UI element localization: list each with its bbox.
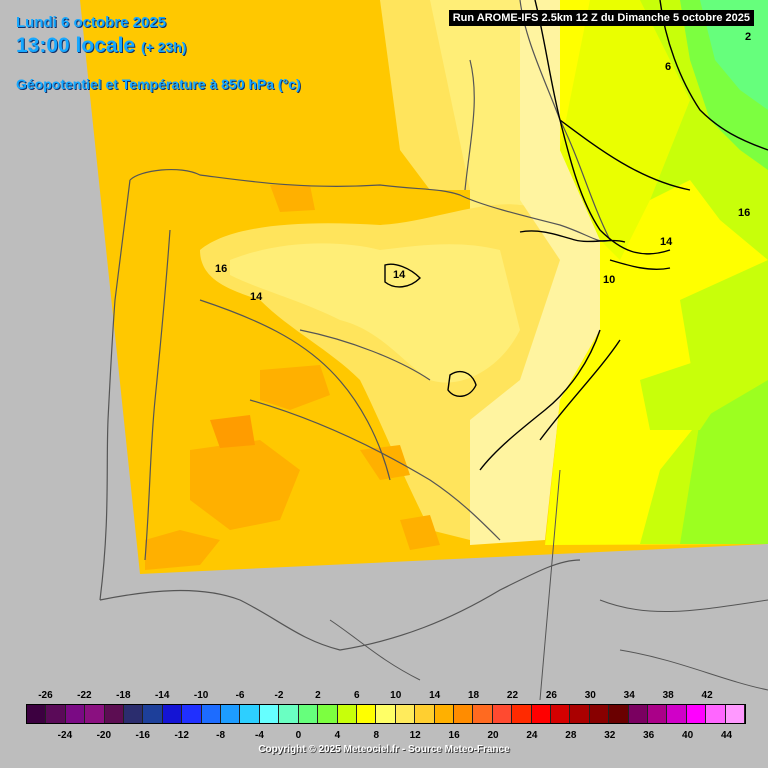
legend-tick: 6: [354, 690, 360, 701]
scale-cell: [667, 705, 687, 723]
legend-tick: 8: [373, 730, 380, 741]
scale-cell: [318, 705, 338, 723]
legend-tick: 0: [295, 730, 302, 741]
forecast-date: Lundi 6 octobre 2025: [16, 14, 167, 31]
contour-label: 14: [393, 269, 406, 281]
scale-cell: [104, 705, 125, 723]
scale-cell: [376, 705, 396, 723]
legend-tick: -12: [174, 730, 189, 741]
contour-label: 10: [603, 274, 615, 286]
forecast-time: 13:00 locale (+ 23h): [16, 34, 186, 58]
scale-cell: [356, 705, 377, 723]
scale-cell: [550, 705, 571, 723]
scale-cell: [162, 705, 183, 723]
scale-cell: [221, 705, 241, 723]
legend-tick: 24: [526, 730, 538, 741]
legend-tick: 32: [604, 730, 616, 741]
legend-tick: 38: [662, 690, 674, 701]
scale-cell: [453, 705, 474, 723]
legend-tick: 14: [429, 690, 441, 701]
scale-cell: [434, 705, 454, 723]
legend-tick: -4: [255, 730, 264, 741]
forecast-lead: (+ 23h): [140, 39, 187, 55]
legend-tick: -2: [274, 690, 284, 701]
legend-tick: 12: [409, 730, 421, 741]
scale-cell: [531, 705, 551, 723]
scale-cell: [570, 705, 590, 723]
legend-tick: 22: [506, 690, 519, 701]
legend-tick: -26: [38, 690, 53, 701]
color-scale: [26, 704, 746, 724]
legend-tick: -18: [116, 690, 131, 701]
legend-tick: 36: [643, 730, 655, 741]
scale-cell: [686, 705, 707, 723]
legend-tick: 42: [701, 690, 713, 701]
scale-cell: [337, 705, 357, 723]
legend-tick: -24: [57, 730, 73, 741]
contour-label: 6: [665, 61, 671, 73]
contour-label: 2: [745, 31, 751, 43]
field-title: Géopotentiel et Température à 850 hPa (°…: [16, 76, 301, 92]
contour-label: 14: [250, 291, 263, 303]
scale-cell: [512, 705, 532, 723]
forecast-time-value: 13:00 locale: [16, 34, 136, 57]
legend-tick: 18: [468, 690, 480, 701]
legend-tick: -6: [235, 690, 245, 701]
scale-cell: [415, 705, 435, 723]
legend-tick: 34: [623, 690, 635, 701]
scale-cell: [473, 705, 493, 723]
scale-cell: [395, 705, 416, 723]
scale-cell: [182, 705, 202, 723]
scale-cell: [492, 705, 513, 723]
legend-tick: 44: [720, 730, 733, 741]
scale-cell: [628, 705, 648, 723]
scale-cell: [124, 705, 144, 723]
legend-tick: -16: [135, 730, 150, 741]
legend-tick: 20: [487, 730, 499, 741]
legend-tick: -8: [216, 730, 226, 741]
scale-cell: [65, 705, 86, 723]
scale-cell: [85, 705, 105, 723]
legend-tick: 30: [584, 690, 596, 701]
legend-tick: -20: [96, 730, 112, 741]
legend-tick: 16: [448, 730, 460, 741]
scale-cell: [609, 705, 629, 723]
legend-tick: 10: [390, 690, 402, 701]
legend-tick: -10: [193, 690, 209, 701]
run-info: Run AROME-IFS 2.5km 12 Z du Dimanche 5 o…: [448, 10, 754, 26]
legend-tick: 2: [315, 690, 321, 701]
legend-tick: 40: [682, 730, 694, 741]
scale-cell: [706, 705, 726, 723]
contour-label: 16: [738, 207, 750, 219]
scale-cell: [725, 705, 746, 723]
scale-cell: [279, 705, 299, 723]
legend-tick: -22: [77, 690, 92, 701]
scale-cell: [143, 705, 163, 723]
scale-cell: [46, 705, 66, 723]
legend-tick: 4: [334, 730, 341, 741]
contour-label: 16: [215, 263, 227, 275]
legend-tick: 26: [545, 690, 557, 701]
scale-cell: [589, 705, 610, 723]
scale-cell: [259, 705, 280, 723]
scale-cell: [298, 705, 319, 723]
scale-cell: [27, 705, 47, 723]
scale-cell: [201, 705, 222, 723]
legend-tick: 28: [565, 730, 577, 741]
contour-label: 14: [660, 236, 673, 248]
scale-cell: [240, 705, 260, 723]
scale-cell: [648, 705, 668, 723]
copyright: Copyright © 2025 Meteociel.fr - Source M…: [258, 744, 510, 755]
legend-tick: -14: [154, 690, 170, 701]
